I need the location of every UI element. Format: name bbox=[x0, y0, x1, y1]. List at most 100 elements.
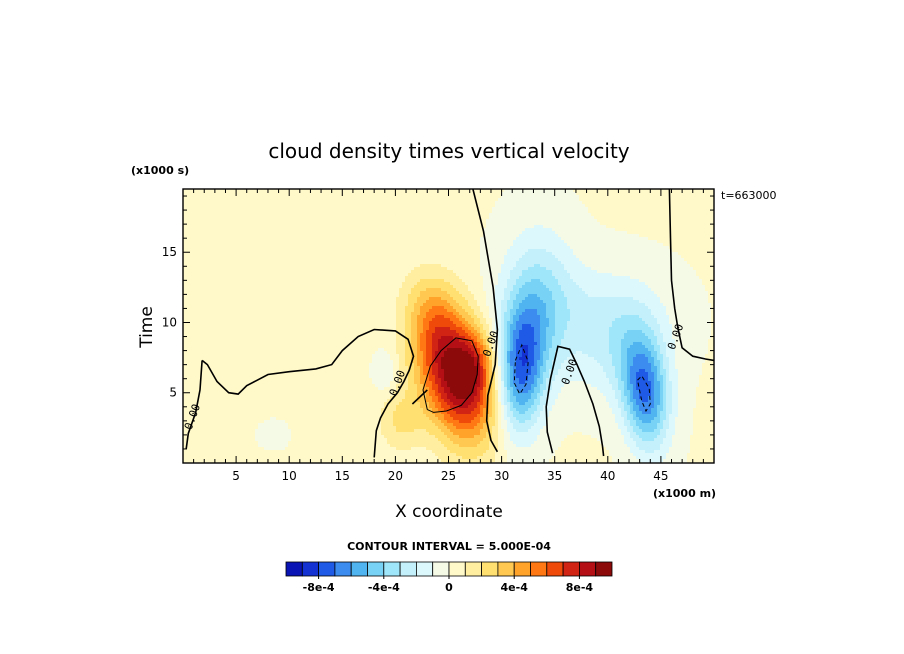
field-cell bbox=[186, 213, 190, 217]
field-cell bbox=[231, 201, 235, 205]
field-cell bbox=[327, 258, 331, 262]
field-cell bbox=[333, 198, 337, 202]
field-cell bbox=[195, 237, 199, 241]
field-cell bbox=[564, 237, 568, 241]
field-cell bbox=[273, 198, 277, 202]
field-cell bbox=[228, 243, 232, 247]
field-cell bbox=[210, 237, 214, 241]
field-cell bbox=[201, 225, 205, 229]
field-cell bbox=[429, 192, 433, 196]
field-cell bbox=[435, 270, 439, 274]
field-cell bbox=[186, 219, 190, 223]
field-cell bbox=[321, 222, 325, 226]
field-cell bbox=[573, 192, 577, 196]
field-cell bbox=[405, 237, 409, 241]
field-cell bbox=[357, 240, 361, 244]
field-cell bbox=[396, 252, 400, 256]
field-cell bbox=[273, 270, 277, 274]
field-cell bbox=[621, 225, 625, 229]
field-cell bbox=[441, 219, 445, 223]
field-cell bbox=[246, 243, 250, 247]
field-cell bbox=[354, 222, 358, 226]
field-cell bbox=[546, 252, 550, 256]
field-cell bbox=[261, 201, 265, 205]
field-cell bbox=[435, 195, 439, 199]
field-cell bbox=[624, 228, 628, 232]
field-cell bbox=[435, 189, 439, 193]
field-cell bbox=[486, 264, 490, 268]
field-cell bbox=[675, 237, 679, 241]
field-cell bbox=[303, 222, 307, 226]
field-cell bbox=[279, 243, 283, 247]
field-cell bbox=[615, 249, 619, 253]
field-cell bbox=[474, 222, 478, 226]
field-cell bbox=[342, 207, 346, 211]
field-cell bbox=[267, 231, 271, 235]
field-cell bbox=[324, 267, 328, 271]
field-cell bbox=[270, 258, 274, 262]
field-cell bbox=[561, 219, 565, 223]
field-cell bbox=[507, 213, 511, 217]
field-cell bbox=[396, 228, 400, 232]
field-cell bbox=[462, 243, 466, 247]
field-cell bbox=[282, 207, 286, 211]
field-cell bbox=[549, 195, 553, 199]
field-cell bbox=[198, 189, 202, 193]
field-cell bbox=[639, 231, 643, 235]
field-cell bbox=[186, 258, 190, 262]
field-cell bbox=[627, 237, 631, 241]
field-cell bbox=[684, 237, 688, 241]
field-cell bbox=[426, 249, 430, 253]
field-cell bbox=[324, 249, 328, 253]
field-cell bbox=[309, 216, 313, 220]
field-cell bbox=[330, 225, 334, 229]
field-cell bbox=[351, 261, 355, 265]
field-cell bbox=[678, 219, 682, 223]
field-cell bbox=[423, 189, 427, 193]
field-cell bbox=[237, 237, 241, 241]
field-cell bbox=[603, 228, 607, 232]
field-cell bbox=[684, 189, 688, 193]
field-cell bbox=[663, 216, 667, 220]
field-cell bbox=[501, 213, 505, 217]
field-cell bbox=[324, 216, 328, 220]
field-cell bbox=[552, 222, 556, 226]
field-cell bbox=[294, 225, 298, 229]
field-cell bbox=[273, 216, 277, 220]
field-cell bbox=[603, 243, 607, 247]
field-cell bbox=[294, 234, 298, 238]
field-cell bbox=[504, 225, 508, 229]
field-cell bbox=[666, 255, 670, 259]
field-cell bbox=[270, 201, 274, 205]
field-cell bbox=[651, 195, 655, 199]
field-cell bbox=[585, 192, 589, 196]
field-cell bbox=[564, 228, 568, 232]
field-cell bbox=[189, 189, 193, 193]
field-cell bbox=[555, 198, 559, 202]
field-cell bbox=[345, 258, 349, 262]
field-cell bbox=[330, 228, 334, 232]
field-cell bbox=[633, 192, 637, 196]
field-cell bbox=[309, 243, 313, 247]
field-cell bbox=[447, 231, 451, 235]
field-cell bbox=[585, 213, 589, 217]
field-cell bbox=[654, 270, 658, 274]
field-cell bbox=[438, 225, 442, 229]
field-cell bbox=[252, 210, 256, 214]
field-cell bbox=[249, 228, 253, 232]
field-cell bbox=[564, 264, 568, 268]
field-cell bbox=[663, 192, 667, 196]
field-cell bbox=[561, 240, 565, 244]
field-cell bbox=[246, 228, 250, 232]
field-cell bbox=[708, 201, 712, 205]
field-cell bbox=[246, 216, 250, 220]
field-cell bbox=[576, 264, 580, 268]
field-cell bbox=[399, 231, 403, 235]
field-cell bbox=[594, 195, 598, 199]
field-cell bbox=[273, 204, 277, 208]
field-cell bbox=[198, 237, 202, 241]
field-cell bbox=[201, 264, 205, 268]
field-cell bbox=[417, 240, 421, 244]
field-cell bbox=[495, 228, 499, 232]
field-cell bbox=[255, 258, 259, 262]
